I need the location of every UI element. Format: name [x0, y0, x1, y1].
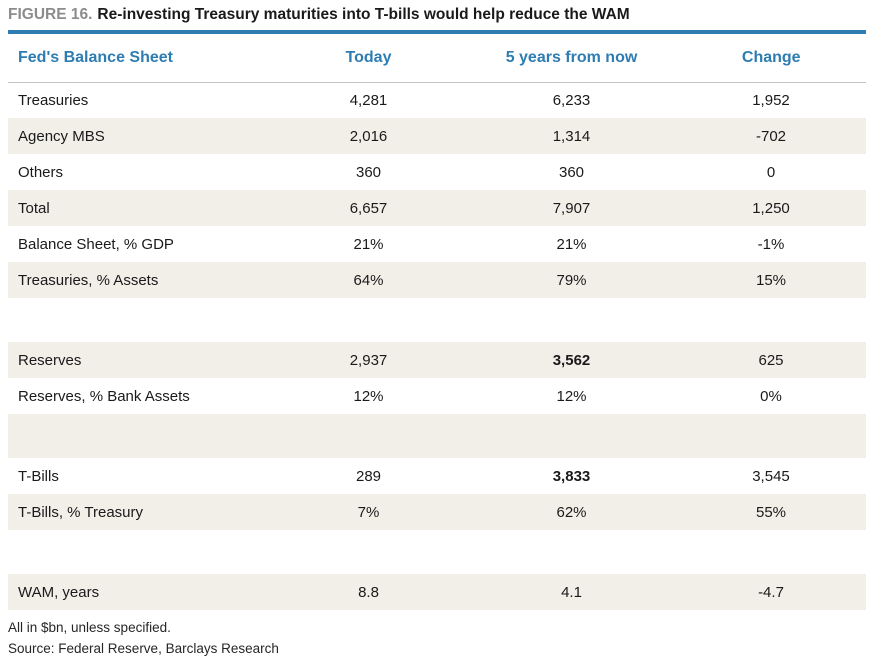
column-header-5-years: 5 years from now	[466, 30, 676, 83]
table-row: Reserves, % Bank Assets 12% 12% 0%	[8, 378, 866, 414]
cell-future: 3,562	[552, 351, 591, 369]
cell-change: 625	[758, 351, 784, 369]
cell-change: -4.7	[758, 583, 784, 601]
cell-future: 21%	[556, 235, 587, 253]
cell-future: 3,833	[552, 467, 591, 485]
column-header-change: Change	[675, 30, 866, 83]
row-label: Reserves	[18, 351, 82, 369]
figure-title-text: Re-investing Treasury maturities into T-…	[97, 6, 630, 23]
cell-today: 6,657	[349, 199, 388, 217]
table-body: Treasuries 4,281 6,233 1,952 Agency MBS 2,016…	[8, 82, 866, 610]
figure-caption: FIGURE 16. Re-investing Treasury maturiti…	[8, 5, 630, 25]
cell-today: 12%	[353, 387, 384, 405]
table-row: T-Bills 289 3,833 3,545	[8, 458, 866, 494]
cell-future: 79%	[556, 271, 587, 289]
cell-today: 8.8	[358, 583, 379, 601]
row-label: T-Bills, % Treasury	[18, 503, 144, 521]
spacer-row	[8, 530, 866, 574]
cell-today: 21%	[353, 235, 384, 253]
row-label: Treasuries, % Assets	[18, 271, 159, 289]
cell-future: 4.1	[561, 583, 582, 601]
units-note: All in $bn, unless specified.	[8, 620, 171, 635]
cell-today: 360	[355, 163, 382, 181]
row-label: T-Bills	[18, 467, 59, 485]
cell-change: 15%	[755, 271, 787, 289]
row-label: Balance Sheet, % GDP	[18, 235, 174, 253]
cell-today: 4,281	[349, 91, 388, 109]
cell-future: 7,907	[552, 199, 591, 217]
balance-sheet-table: Fed's Balance Sheet Today 5 years from n…	[8, 30, 866, 610]
cell-future: 12%	[556, 387, 587, 405]
cell-future: 62%	[556, 503, 587, 521]
cell-change: 3,545	[752, 467, 790, 485]
table-header-row: Fed's Balance Sheet Today 5 years from n…	[8, 30, 866, 83]
cell-change: -1%	[757, 235, 785, 253]
cell-change: 1,250	[752, 199, 790, 217]
cell-future: 360	[558, 163, 585, 181]
table-row: WAM, years 8.8 4.1 -4.7	[8, 574, 866, 610]
spacer-cell	[8, 298, 866, 342]
column-header-today: Today	[269, 30, 467, 83]
cell-today: 2,937	[349, 351, 388, 369]
table-row: Treasuries, % Assets 64% 79% 15%	[8, 262, 866, 298]
cell-change: 55%	[755, 503, 787, 521]
row-label: Others	[18, 163, 64, 181]
cell-change: 0%	[760, 387, 782, 405]
cell-today: 7%	[357, 503, 380, 521]
cell-future: 6,233	[552, 91, 591, 109]
footnotes: All in $bn, unless specified. Source: Fe…	[8, 617, 279, 659]
table-row: Treasuries 4,281 6,233 1,952	[8, 82, 866, 118]
cell-future: 1,314	[552, 127, 591, 145]
spacer-cell	[8, 530, 866, 574]
spacer-row	[8, 414, 866, 458]
row-label: Treasuries	[18, 91, 89, 109]
table-row: Reserves 2,937 3,562 625	[8, 342, 866, 378]
table-row: Others 360 360 0	[8, 154, 866, 190]
cell-change: 1,952	[752, 91, 790, 109]
balance-sheet-table-wrap: Fed's Balance Sheet Today 5 years from n…	[8, 30, 866, 610]
table-row: Total 6,657 7,907 1,250	[8, 190, 866, 226]
row-label: Total	[18, 199, 50, 217]
spacer-row	[8, 298, 866, 342]
cell-today: 289	[355, 467, 382, 485]
figure-number: FIGURE 16.	[8, 6, 93, 23]
column-header-balance-sheet: Fed's Balance Sheet	[8, 30, 270, 83]
table-row: T-Bills, % Treasury 7% 62% 55%	[8, 494, 866, 530]
row-label: Reserves, % Bank Assets	[18, 387, 190, 405]
row-label: WAM, years	[18, 583, 100, 601]
cell-today: 64%	[353, 271, 384, 289]
source-note: Source: Federal Reserve, Barclays Resear…	[8, 641, 279, 656]
spacer-cell	[8, 414, 866, 458]
cell-change: 0	[766, 163, 776, 181]
table-row: Agency MBS 2,016 1,314 -702	[8, 118, 866, 154]
cell-change: -702	[755, 127, 787, 145]
row-label: Agency MBS	[18, 127, 105, 145]
cell-today: 2,016	[349, 127, 388, 145]
table-row: Balance Sheet, % GDP 21% 21% -1%	[8, 226, 866, 262]
